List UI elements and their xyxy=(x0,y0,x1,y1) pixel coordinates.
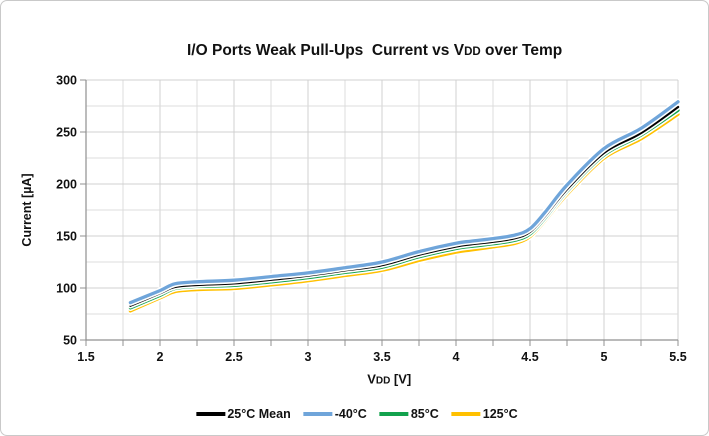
legend-line-swatch xyxy=(379,412,409,416)
legend-label: 25°C Mean xyxy=(227,407,291,421)
x-tick-label: 3 xyxy=(305,350,312,364)
chart-title: I/O Ports Weak Pull-Ups Current vs VDD o… xyxy=(170,24,562,78)
x-tick-label: 4 xyxy=(453,350,460,364)
x-tick-label: 2 xyxy=(157,350,164,364)
legend: 25°C Mean -40°C 85°C 125°C xyxy=(196,407,518,421)
x-tick-label: 5.5 xyxy=(669,350,686,364)
legend-label: -40°C xyxy=(334,407,367,421)
chart-title-text: I/O Ports Weak Pull-Ups Current vs V xyxy=(187,42,465,59)
y-tick-label: 100 xyxy=(56,281,77,295)
y-tick-labels: 50 100 150 200 250 300 xyxy=(56,73,77,347)
y-tick-label: 250 xyxy=(56,125,77,139)
legend-item-25-c-mean: 25°C Mean xyxy=(196,407,291,421)
x-tick-label: 5 xyxy=(601,350,608,364)
legend-item-85-c: 85°C xyxy=(379,407,439,421)
axes xyxy=(80,79,679,346)
x-axis-title-subscript: DD xyxy=(375,375,391,387)
legend-label: 85°C xyxy=(410,407,439,421)
series-lines xyxy=(127,98,682,315)
x-tick-label: 3.5 xyxy=(373,350,390,364)
x-tick-label: 4.5 xyxy=(521,350,538,364)
x-axis-title: VDD [V] xyxy=(353,357,412,402)
y-tick-label: 200 xyxy=(56,177,77,191)
legend-label: 125°C xyxy=(482,407,518,421)
x-tick-label: 2.5 xyxy=(225,350,242,364)
x-axis-title-main: V xyxy=(367,371,376,387)
series-line-25-c-mean xyxy=(129,105,680,307)
y-tick-label: 300 xyxy=(56,73,77,87)
legend-line-swatch xyxy=(303,412,333,416)
y-tick-label: 50 xyxy=(63,333,77,347)
x-axis-title-unit: [V] xyxy=(390,371,412,387)
series-line-40-c xyxy=(128,100,680,305)
chart-title-subscript: DD xyxy=(464,46,481,58)
gridlines xyxy=(86,79,679,340)
chart-title-text-end: over Temp xyxy=(480,42,563,59)
legend-line-swatch xyxy=(196,412,226,416)
legend-item-40-c: -40°C xyxy=(303,407,367,421)
y-axis-title: Current [µA] xyxy=(20,173,34,247)
legend-line-swatch xyxy=(451,412,481,416)
y-tick-label: 150 xyxy=(56,229,77,243)
x-tick-labels: 1.5 2 2.5 3 3.5 4 4.5 5 5.5 xyxy=(77,350,686,364)
x-tick-label: 1.5 xyxy=(77,350,94,364)
legend-item-125-c: 125°C xyxy=(451,407,518,421)
